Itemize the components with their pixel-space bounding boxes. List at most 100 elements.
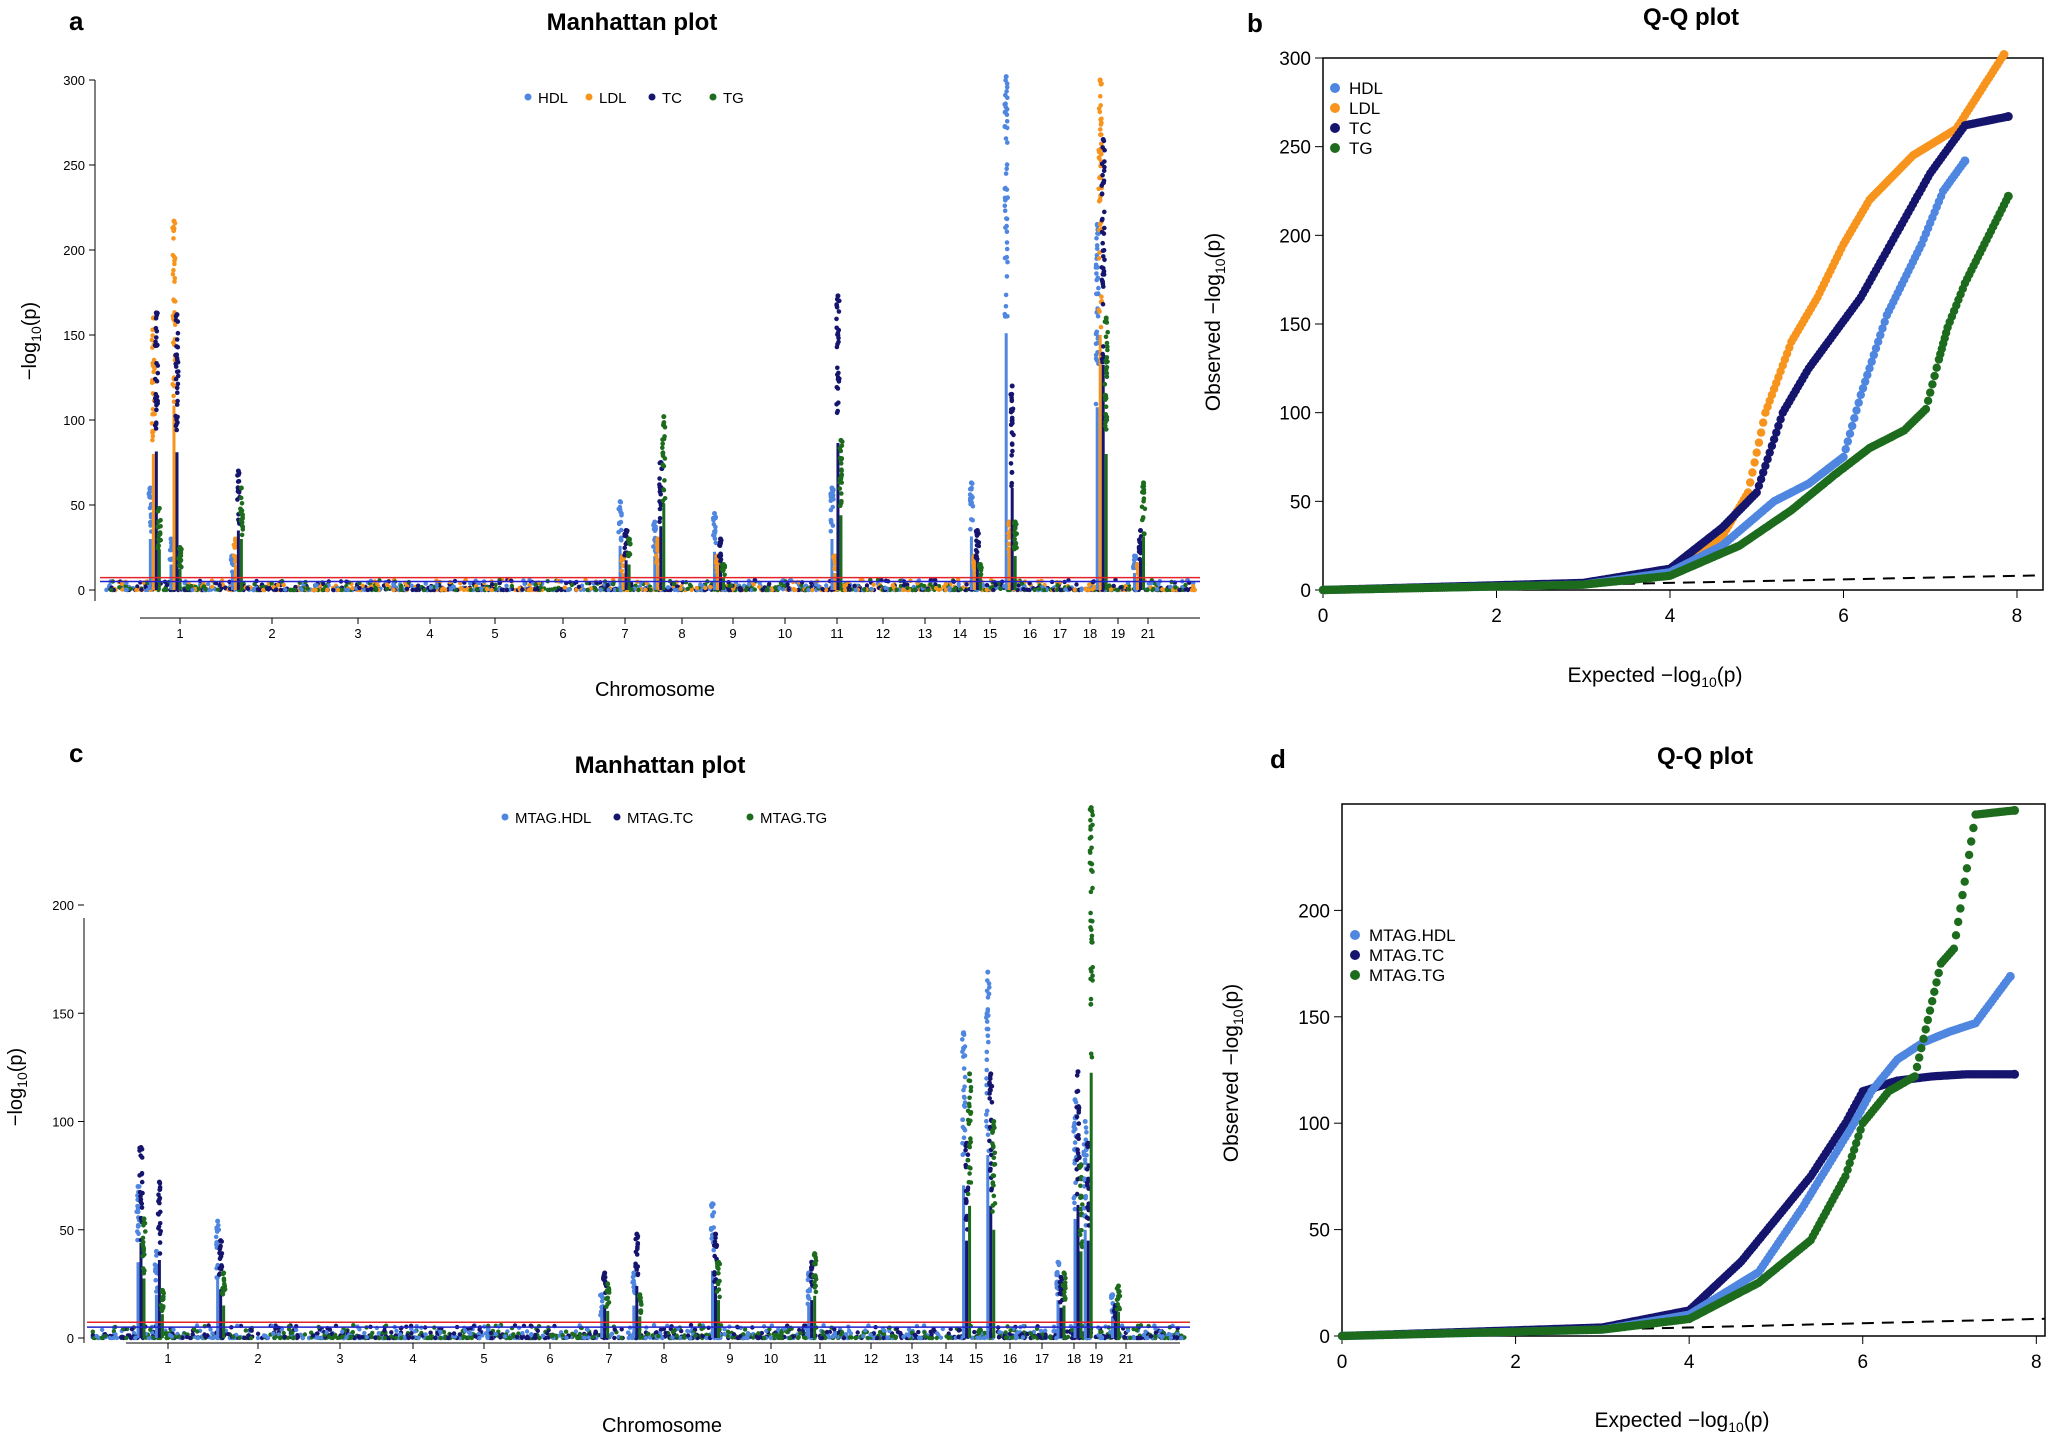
peak-point-TG [626, 551, 631, 556]
chromosome-label-5: 5 [480, 1351, 487, 1366]
peak-point-TC [835, 408, 840, 414]
snp-point [217, 583, 222, 588]
qq-point [1850, 414, 1859, 423]
peak-point-HDL [1004, 274, 1010, 279]
snp-point [504, 583, 509, 588]
peak-point-LDL [171, 340, 176, 345]
snp-point [744, 587, 749, 593]
peak-point-TG [156, 519, 161, 524]
peak-top-HDL [652, 519, 658, 525]
peak-point-LDL [1096, 307, 1102, 313]
snp-point [953, 586, 958, 591]
peak-point-LDL [1006, 541, 1012, 546]
snp-point [1192, 587, 1198, 593]
y-tick-label-300: 300 [1279, 49, 1311, 70]
snp-point [1084, 587, 1089, 592]
peak-point-HDL [618, 536, 624, 542]
snp-point [1041, 587, 1047, 593]
peak-top-TC [153, 310, 159, 316]
peak-point-HDL [1005, 140, 1010, 145]
qq-point [1746, 478, 1755, 487]
chromosome-label-16: 16 [1003, 1351, 1017, 1366]
peak-point-LDL [171, 226, 177, 231]
snp-point [433, 1335, 438, 1341]
qq-point [1839, 452, 1848, 462]
x-tick-label-0: 0 [1318, 606, 1329, 627]
peak-point-TC [1099, 277, 1105, 283]
peak-top-TG [661, 414, 667, 420]
peak-point-LDL [714, 565, 719, 570]
peak-point-LDL [150, 437, 155, 443]
peak-point-LDL [1097, 222, 1103, 227]
peak-point-TC [153, 391, 159, 397]
legend-a: HDL LDL TC TG [524, 90, 744, 107]
peak-point-TC [174, 427, 179, 433]
snp-point [283, 587, 288, 592]
chromosome-label-17: 17 [1035, 1351, 1049, 1366]
snp-point [215, 587, 221, 592]
qq-point-top [2003, 112, 2013, 121]
peak-point-TC [1008, 409, 1014, 415]
chromosome-label-8: 8 [678, 626, 685, 641]
snp-point [1118, 585, 1123, 590]
snp-point [636, 587, 641, 593]
snp-point [135, 584, 140, 589]
y-tick-label-150: 150 [63, 328, 85, 343]
y-tick-label-150: 150 [52, 1006, 74, 1021]
peak-point-HDL [167, 557, 173, 562]
snp-point [916, 1329, 921, 1335]
snp-point [562, 585, 567, 590]
peak-point-TC [717, 553, 722, 559]
snp-point [522, 581, 527, 587]
peak-point-TG [1104, 340, 1110, 346]
peak-point-LDL [150, 433, 156, 439]
background-points [104, 577, 1198, 593]
snp-point [373, 585, 378, 591]
peak-point-LDL [1099, 294, 1104, 300]
peak-point-LDL [1097, 109, 1103, 115]
snp-point [1016, 583, 1021, 588]
snp-point [901, 587, 906, 593]
peak-point-TC [175, 373, 181, 379]
peak-top-TC [174, 312, 180, 318]
snp-point [905, 585, 910, 591]
snp-point [605, 582, 610, 588]
peak-point-TC [975, 556, 980, 562]
snp-point [1173, 585, 1178, 590]
snp-point [1154, 587, 1160, 592]
peak-point-TG [838, 503, 843, 509]
qq-point [1921, 404, 1931, 414]
peak-point-HDL [1003, 292, 1009, 298]
peak-top-TG [721, 562, 727, 567]
peak-point-TC [1101, 284, 1106, 289]
chromosome-label-2: 2 [268, 626, 275, 641]
snp-point [1090, 587, 1095, 592]
chromosome-label-15: 15 [969, 1351, 983, 1366]
peak-point-LDL [1098, 122, 1104, 127]
peak-point-TC [155, 370, 161, 376]
peak-point-HDL [1003, 171, 1009, 176]
chromosome-label-9: 9 [726, 1351, 733, 1366]
peak-point-LDL [1006, 535, 1011, 541]
y-tick-label-200: 200 [1279, 226, 1311, 247]
snp-point [499, 587, 505, 592]
peak-1-0 [146, 310, 163, 590]
peak-point-TG [1103, 334, 1109, 340]
peak-1-1 [167, 218, 184, 590]
snp-point [391, 582, 397, 587]
peak-point-TC [175, 414, 180, 420]
snp-point [273, 587, 279, 592]
peak-point-TG [178, 563, 183, 569]
chromosome-label-1: 1 [164, 1351, 171, 1366]
peak-point-TG [1012, 537, 1017, 542]
peak-point-HDL [828, 517, 834, 523]
snp-point [606, 587, 611, 592]
snp-point [1185, 587, 1191, 593]
snp-point [104, 587, 109, 593]
peak-point-TC [1100, 301, 1106, 307]
snp-point [1074, 582, 1079, 587]
snp-point [773, 585, 778, 590]
peak-point-TC [154, 407, 159, 413]
chromosome-label-17: 17 [1053, 626, 1067, 641]
